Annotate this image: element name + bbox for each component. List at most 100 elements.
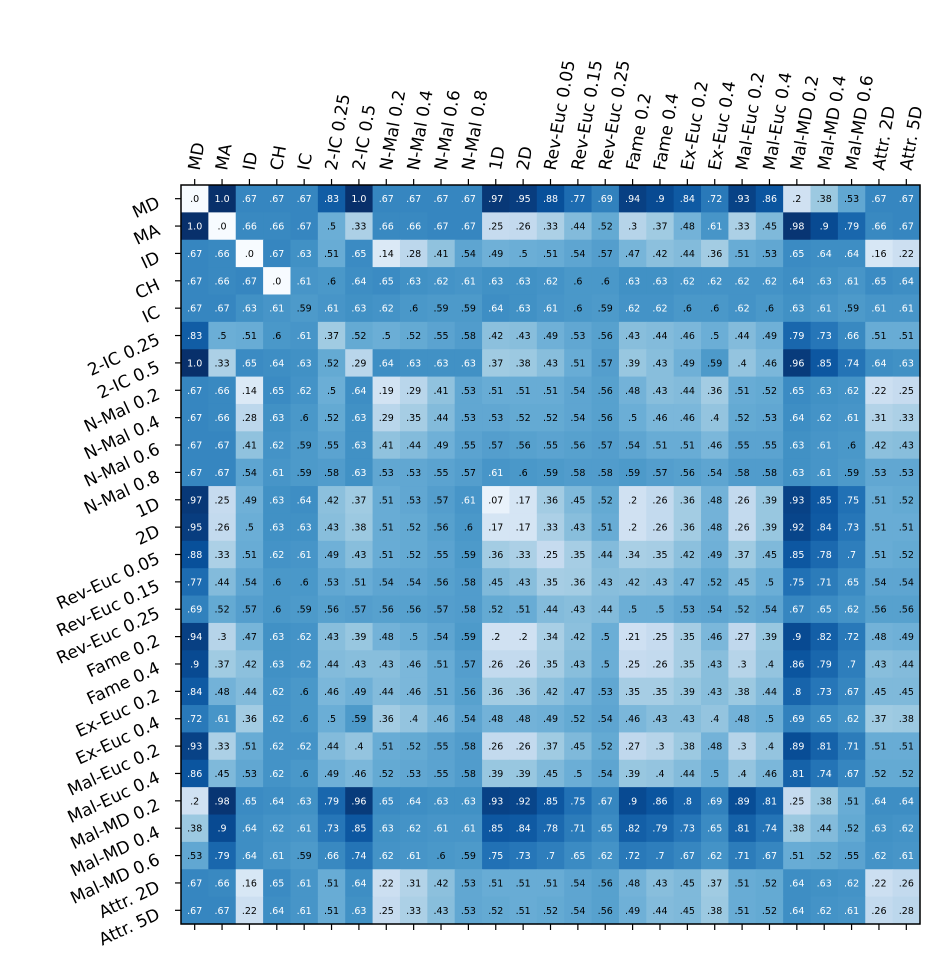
cell-value-label: .52 (762, 878, 777, 889)
cell-value-label: .51 (871, 742, 886, 753)
cell-value-label: .53 (406, 495, 421, 506)
cell-value-label: .74 (351, 851, 366, 862)
heatmap-cell (701, 212, 730, 241)
cell-value-label: .63 (516, 276, 531, 287)
cell-value-label: .6 (601, 276, 610, 287)
cell-value-label: .44 (735, 331, 750, 342)
cell-value-label: .62 (269, 441, 284, 452)
heatmap-cell (290, 212, 319, 241)
heatmap-cell (837, 759, 866, 788)
heatmap-cell (399, 403, 428, 432)
cell-value-label: .22 (379, 878, 394, 889)
heatmap-cell (399, 513, 428, 542)
cell-value-label: .63 (871, 824, 886, 835)
cell-value-label: .62 (844, 386, 859, 397)
cell-value-label: .58 (461, 605, 476, 616)
cell-value-label: .43 (680, 714, 695, 725)
cell-value-label: .58 (762, 468, 777, 479)
cell-value-label: .66 (242, 222, 257, 233)
cell-value-label: .6 (573, 304, 582, 315)
cell-value-label: .67 (187, 468, 202, 479)
cell-value-label: .4 (738, 769, 747, 780)
heatmap-cell (783, 540, 812, 569)
cell-value-label: .51 (516, 878, 531, 889)
cell-value-label: .63 (269, 523, 284, 534)
cell-value-label: .38 (789, 824, 804, 835)
heatmap-cell (810, 759, 839, 788)
heatmap-cell (454, 650, 483, 679)
cell-value-label: .65 (789, 386, 804, 397)
cell-value-label: .35 (406, 413, 421, 424)
cell-value-label: .36 (516, 687, 531, 698)
cell-value-label: .52 (817, 851, 832, 862)
cell-value-label: .67 (433, 194, 448, 205)
heatmap-cell (290, 349, 319, 378)
heatmap-cell (290, 376, 319, 405)
heatmap-cell (399, 239, 428, 268)
cell-value-label: .44 (324, 742, 339, 753)
heatmap-cell (591, 595, 620, 624)
heatmap-cell (646, 568, 675, 597)
heatmap-cell (892, 568, 921, 597)
heatmap-cell (837, 212, 866, 241)
heatmap-cell (536, 568, 565, 597)
heatmap-cell (701, 705, 730, 734)
heatmap-cell (509, 841, 538, 870)
cell-value-label: .63 (625, 276, 640, 287)
heatmap-cell (536, 212, 565, 241)
cell-value-label: .33 (215, 358, 230, 369)
cell-value-label: .2 (519, 632, 528, 643)
heatmap-cell (755, 732, 784, 761)
cell-value-label: .6 (272, 331, 281, 342)
heatmap-cell (399, 458, 428, 487)
cell-value-label: .52 (598, 495, 613, 506)
cell-value-label: .61 (297, 906, 312, 917)
cell-value-label: .33 (735, 222, 750, 233)
cell-value-label: .62 (297, 659, 312, 670)
heatmap-cell (290, 677, 319, 706)
cell-value-label: .64 (379, 358, 394, 369)
cell-value-label: .64 (899, 276, 914, 287)
heatmap-cell (783, 841, 812, 870)
heatmap-cell (701, 267, 730, 296)
cell-value-label: .41 (379, 441, 394, 452)
heatmap-cell (263, 841, 292, 870)
heatmap-cell (673, 376, 702, 405)
heatmap-cell (372, 267, 401, 296)
cell-value-label: .44 (379, 687, 394, 698)
heatmap-cell (728, 267, 757, 296)
heatmap-cell (728, 458, 757, 487)
cell-value-label: .25 (789, 796, 804, 807)
heatmap-cell (646, 294, 675, 323)
cell-value-label: .53 (871, 468, 886, 479)
heatmap-cell (399, 185, 428, 213)
heatmap-cell (290, 403, 319, 432)
cell-value-label: .37 (488, 358, 503, 369)
heatmap-cell (783, 869, 812, 898)
heatmap-cell (317, 787, 346, 816)
cell-value-label: 1.0 (187, 358, 202, 369)
heatmap-cell (755, 431, 784, 460)
cell-value-label: .63 (242, 304, 257, 315)
cell-value-label: .56 (570, 441, 585, 452)
cell-value-label: .53 (379, 468, 394, 479)
cell-value-label: .58 (570, 468, 585, 479)
cell-value-label: .43 (570, 523, 585, 534)
cell-value-label: .61 (324, 304, 339, 315)
heatmap-cell (536, 267, 565, 296)
cell-value-label: .51 (899, 742, 914, 753)
cell-value-label: .54 (570, 249, 585, 260)
heatmap-cell (509, 185, 538, 213)
heatmap-cell (536, 814, 565, 843)
heatmap-cell (618, 568, 647, 597)
heatmap-cell (317, 403, 346, 432)
cell-value-label: .59 (461, 851, 476, 862)
heatmap-cell (728, 869, 757, 898)
cell-value-label: .57 (488, 441, 503, 452)
heatmap-cell (372, 376, 401, 405)
heatmap-cell (618, 349, 647, 378)
cell-value-label: .4 (354, 742, 363, 753)
heatmap-cell (618, 431, 647, 460)
heatmap-cell (454, 896, 483, 925)
cell-value-label: .59 (461, 550, 476, 561)
